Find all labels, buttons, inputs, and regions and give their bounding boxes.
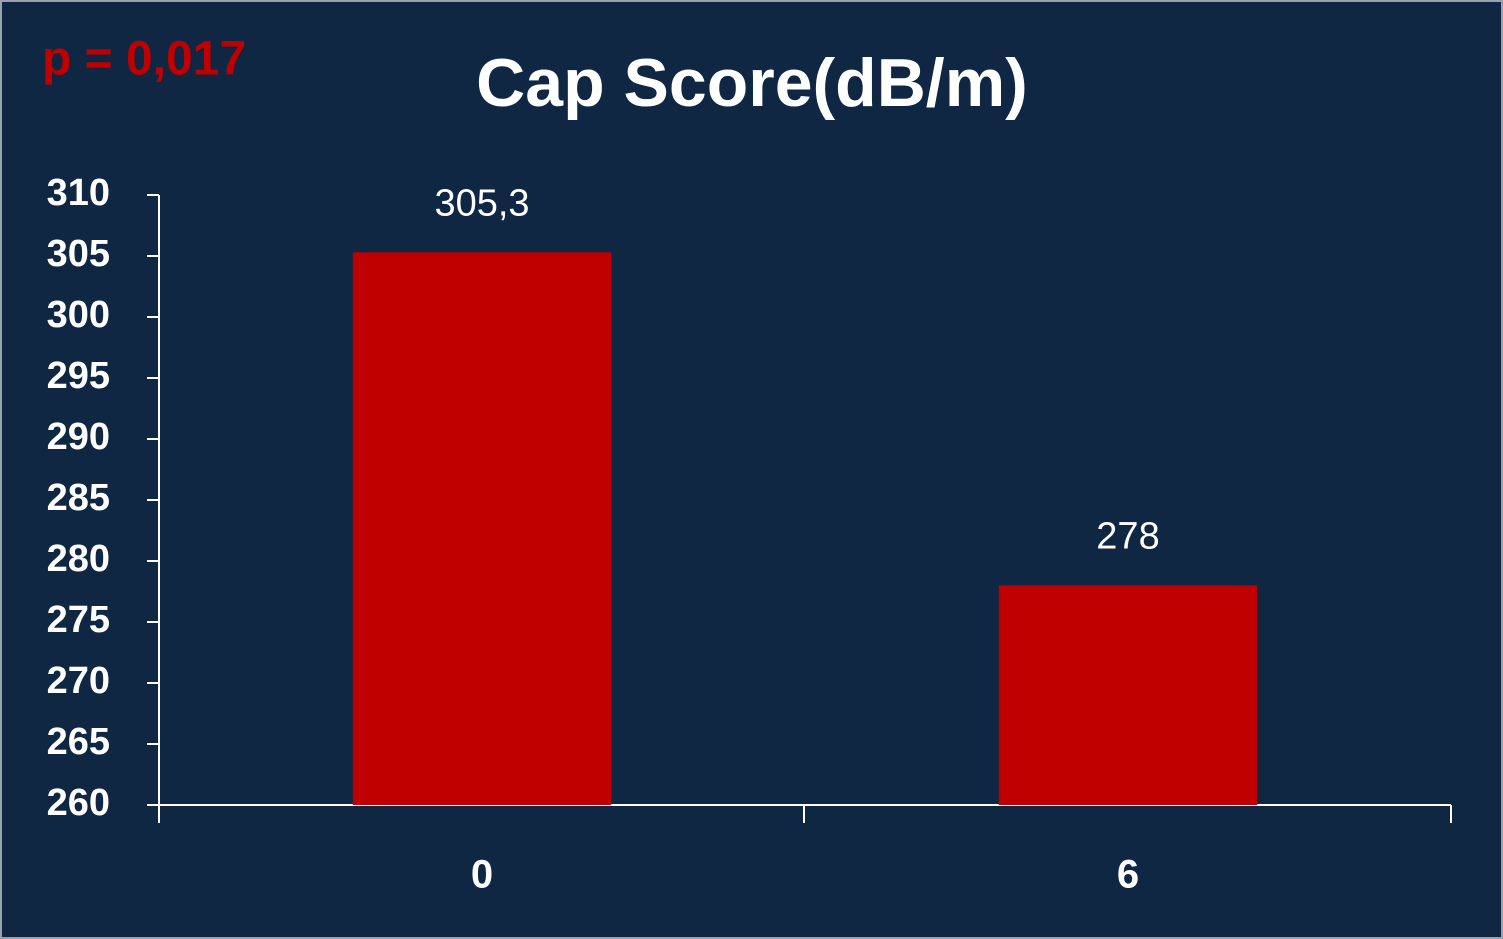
- y-tick-label: 300: [47, 294, 110, 336]
- y-tick-label: 310: [47, 172, 110, 214]
- y-tick-label: 305: [47, 233, 110, 275]
- y-tick-label: 260: [47, 782, 110, 824]
- x-tick-label: 0: [471, 853, 493, 897]
- y-tick-label: 285: [47, 477, 110, 519]
- annotation: p = 0,017: [42, 33, 246, 86]
- y-tick-label: 290: [47, 416, 110, 458]
- data-label: 278: [1096, 515, 1159, 557]
- bar: [352, 252, 612, 806]
- data-label: 305,3: [434, 182, 529, 224]
- y-tick-label: 275: [47, 599, 110, 641]
- chart-title: Cap Score(dB/m): [476, 45, 1028, 121]
- y-tick-label: 295: [47, 355, 110, 397]
- y-tick-label: 265: [47, 721, 110, 763]
- y-tick-label: 270: [47, 660, 110, 702]
- y-tick-label: 280: [47, 538, 110, 580]
- bar: [998, 585, 1258, 805]
- x-tick-label: 6: [1117, 853, 1139, 897]
